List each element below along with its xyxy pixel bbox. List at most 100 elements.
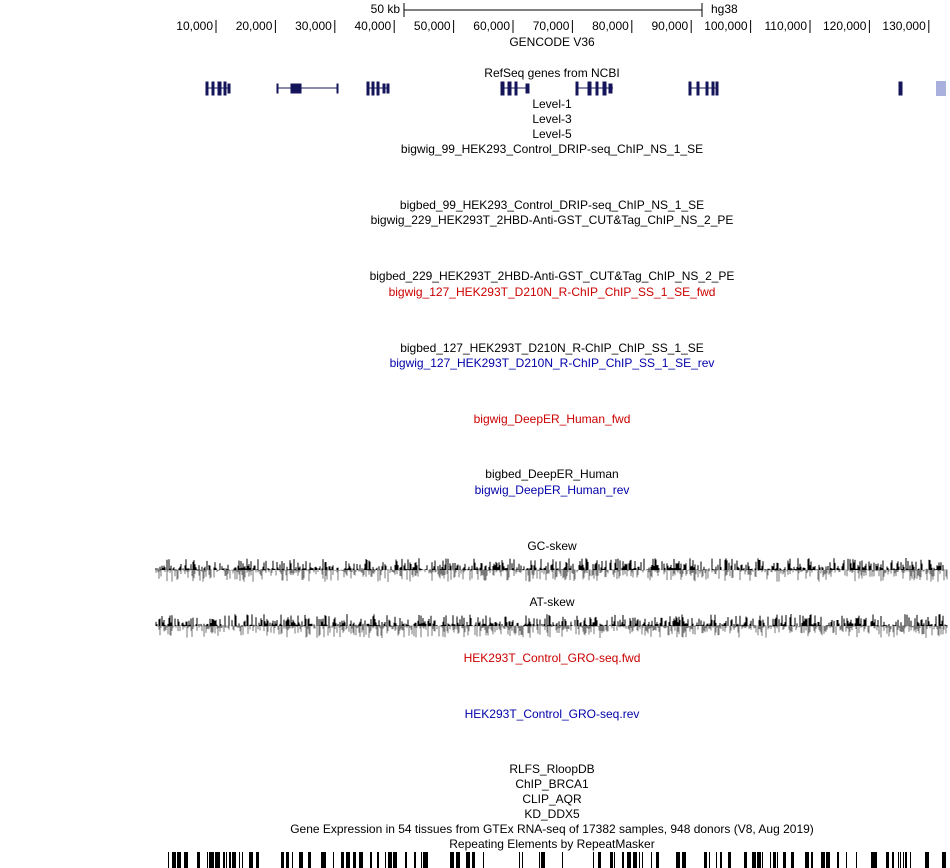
- exon: [386, 83, 390, 94]
- track-label: RLFS_RloopDB: [509, 762, 594, 776]
- repeat: [762, 852, 763, 868]
- ruler-label: 130,000: [882, 19, 926, 33]
- skew-negative: [155, 570, 948, 582]
- repeat: [421, 852, 422, 868]
- skew-negative: [156, 626, 948, 638]
- ruler-label: 100,000: [704, 19, 748, 33]
- skew-positive: [155, 558, 948, 570]
- track-label: HEK293T_Control_GRO-seq.fwd: [464, 651, 641, 665]
- ruler-label: 30,000: [295, 19, 332, 33]
- repeat: [871, 852, 873, 868]
- track-label: Level-1: [532, 97, 572, 111]
- track-label: ChIP_BRCA1: [515, 777, 589, 791]
- repeat: [942, 852, 946, 868]
- skew-positive: [155, 614, 948, 626]
- repeat: [522, 852, 523, 868]
- repeat: [450, 852, 454, 868]
- repeat: [600, 852, 601, 868]
- repeat: [925, 852, 929, 868]
- ruler-label: 70,000: [533, 19, 570, 33]
- repeat: [177, 852, 181, 868]
- repeat: [805, 852, 809, 868]
- repeat: [286, 852, 289, 868]
- track-label: Level-5: [532, 127, 572, 141]
- repeat: [720, 852, 722, 868]
- repeat: [905, 852, 907, 868]
- exon: [500, 81, 505, 96]
- exon: [507, 81, 512, 96]
- repeat: [423, 852, 425, 868]
- exon: [205, 81, 209, 96]
- exon: [575, 81, 579, 96]
- repeat: [837, 852, 839, 868]
- repeat: [519, 852, 520, 868]
- repeat: [716, 852, 717, 868]
- repeat: [846, 852, 847, 868]
- exon: [211, 81, 215, 96]
- track-label: bigwig_99_HEK293_Control_DRIP-seq_ChIP_N…: [401, 142, 703, 156]
- exon: [936, 81, 946, 96]
- repeat: [239, 852, 240, 868]
- repeat: [346, 852, 350, 868]
- repeat: [856, 852, 857, 868]
- track-label: CLIP_AQR: [522, 792, 582, 806]
- exon: [705, 81, 709, 96]
- repeat: [308, 852, 311, 868]
- track-label: KD_DDX5: [524, 807, 580, 821]
- track-label: GC-skew: [527, 539, 577, 553]
- ruler-label: 50,000: [414, 19, 451, 33]
- repeat: [385, 852, 386, 868]
- track-label: bigbed_99_HEK293_Control_DRIP-seq_ChIP_N…: [400, 198, 704, 212]
- repeat: [900, 852, 901, 868]
- repeat: [353, 852, 356, 868]
- repeat: [393, 852, 397, 868]
- repeat: [370, 852, 372, 868]
- ruler-label: 120,000: [823, 19, 867, 33]
- repeat-blocks: [168, 852, 946, 868]
- repeat: [728, 852, 731, 868]
- repeat: [744, 852, 747, 868]
- repeat: [892, 852, 894, 868]
- ruler-label: 20,000: [236, 19, 273, 33]
- repeat: [210, 852, 214, 868]
- repeat: [219, 852, 220, 868]
- track-label: bigbed_229_HEK293T_2HBD-Anti-GST_CUT&Tag…: [370, 269, 735, 283]
- repeat: [682, 852, 686, 868]
- track-label: bigwig_DeepER_Human_fwd: [474, 412, 631, 426]
- repeat: [593, 852, 594, 868]
- repeat: [324, 852, 326, 868]
- exon: [602, 81, 607, 96]
- repeat: [614, 852, 615, 868]
- exon: [371, 81, 375, 96]
- ruler-label: 40,000: [354, 19, 391, 33]
- repeat: [359, 852, 363, 868]
- repeat: [341, 852, 344, 868]
- skew-signals: [155, 558, 948, 638]
- repeat: [651, 852, 652, 868]
- repeat: [414, 852, 416, 868]
- repeat: [562, 852, 563, 868]
- repeat: [826, 852, 830, 868]
- exon: [290, 83, 302, 94]
- track-label: RefSeq genes from NCBI: [484, 66, 619, 80]
- repeat: [821, 852, 825, 868]
- ruler-label: 80,000: [592, 19, 629, 33]
- ruler-label: 90,000: [651, 19, 688, 33]
- repeat: [256, 852, 259, 868]
- track-label: bigwig_229_HEK293T_2HBD-Anti-GST_CUT&Tag…: [371, 213, 734, 227]
- repeat: [752, 852, 756, 868]
- repeat: [333, 852, 334, 868]
- track-label: bigwig_DeepER_Human_rev: [475, 483, 630, 497]
- exon: [688, 81, 692, 96]
- repeat: [898, 852, 899, 868]
- track-label: Repeating Elements by RepeatMasker: [449, 837, 654, 851]
- repeat: [388, 852, 392, 868]
- repeat: [639, 852, 640, 868]
- repeat: [378, 852, 379, 868]
- ruler-label: 10,000: [176, 19, 213, 33]
- repeat: [903, 852, 904, 868]
- repeat: [539, 852, 540, 868]
- repeat: [598, 852, 600, 868]
- exon: [227, 83, 231, 94]
- exon: [525, 83, 530, 94]
